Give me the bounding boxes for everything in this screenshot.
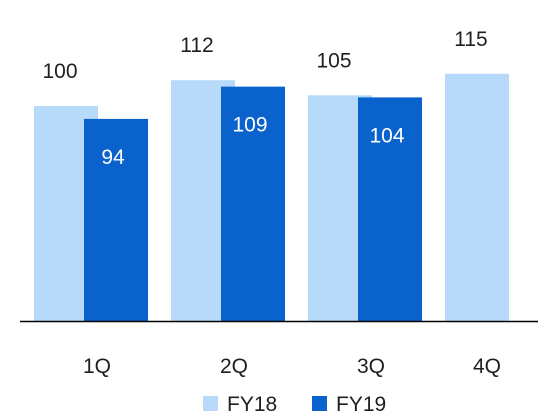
data-label-fy19-2q: 109 [232, 114, 267, 137]
x-tick-labels: 1Q 2Q 3Q 4Q [83, 355, 501, 378]
bar-fy19-2q [221, 86, 285, 322]
legend-label-fy18: FY18 [227, 393, 277, 415]
legend-swatch-fy18 [203, 396, 218, 411]
x-tick-label-4q: 4Q [473, 355, 501, 378]
bar-fy19-1q [84, 118, 148, 322]
data-label-fy19-1q: 94 [101, 146, 125, 169]
data-label-fy18-1q: 100 [42, 60, 77, 83]
legend: FY18 FY19 [203, 393, 386, 416]
data-label-fy18-3q: 105 [316, 49, 351, 72]
legend-label-fy19: FY19 [336, 393, 386, 415]
data-label-fy19-3q: 104 [369, 124, 404, 147]
legend-swatch-fy19 [312, 396, 327, 411]
data-label-fy18-4q: 115 [454, 28, 487, 51]
bars-layer [34, 73, 509, 322]
data-labels-layer: 100 94 112 109 105 104 115 [42, 28, 487, 169]
bar-fy19-3q [358, 97, 422, 322]
x-tick-label-1q: 1Q [83, 355, 111, 378]
data-label-fy18-2q: 112 [180, 34, 213, 57]
x-tick-label-3q: 3Q [357, 355, 385, 378]
bar-fy18-4q [445, 73, 509, 321]
x-tick-label-2q: 2Q [220, 355, 248, 378]
